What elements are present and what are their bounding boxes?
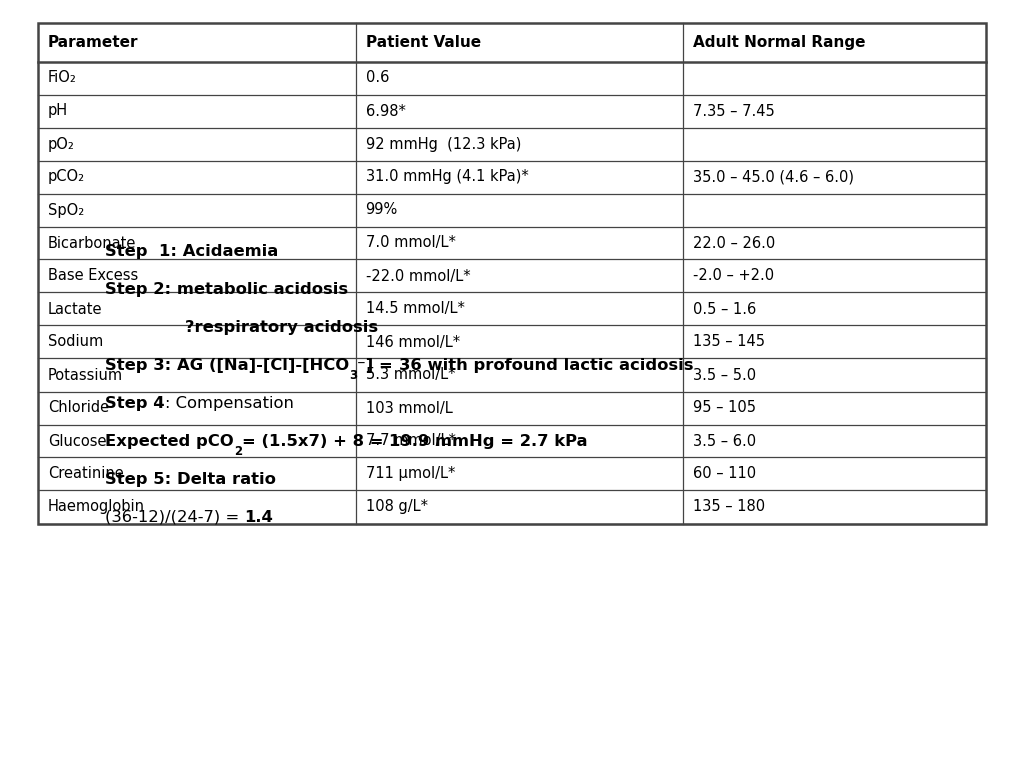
Text: : Compensation: : Compensation xyxy=(165,396,294,411)
Text: Potassium: Potassium xyxy=(48,368,123,382)
Text: Step 2: metabolic acidosis: Step 2: metabolic acidosis xyxy=(105,282,348,297)
Text: -2.0 – +2.0: -2.0 – +2.0 xyxy=(692,269,774,283)
Text: pH: pH xyxy=(48,104,69,118)
Text: 135 – 145: 135 – 145 xyxy=(692,335,765,349)
Text: Step  1: Acidaemia: Step 1: Acidaemia xyxy=(105,244,279,259)
Text: Patient Value: Patient Value xyxy=(366,35,480,50)
Text: 146 mmol/L*: 146 mmol/L* xyxy=(366,335,460,349)
Text: Base Excess: Base Excess xyxy=(48,269,138,283)
Bar xyxy=(38,23,986,524)
Text: 3.5 – 6.0: 3.5 – 6.0 xyxy=(692,433,756,449)
Text: 3.5 – 5.0: 3.5 – 5.0 xyxy=(692,368,756,382)
Text: Step 4: Step 4 xyxy=(105,396,165,411)
Text: Lactate: Lactate xyxy=(48,302,102,316)
Text: Adult Normal Range: Adult Normal Range xyxy=(692,35,865,50)
Text: 3: 3 xyxy=(349,369,357,382)
Text: 711 μmol/L*: 711 μmol/L* xyxy=(366,466,455,482)
Text: Haemoglobin: Haemoglobin xyxy=(48,499,145,515)
Text: Glucose: Glucose xyxy=(48,433,106,449)
Text: 14.5 mmol/L*: 14.5 mmol/L* xyxy=(366,302,465,316)
Text: 7.0 mmol/L*: 7.0 mmol/L* xyxy=(366,236,456,250)
Text: SpO₂: SpO₂ xyxy=(48,203,84,217)
Text: Creatinine: Creatinine xyxy=(48,466,124,482)
Text: 5.3 mmol/L*: 5.3 mmol/L* xyxy=(366,368,455,382)
Text: Parameter: Parameter xyxy=(48,35,138,50)
Text: = (1.5x7) + 8 =: = (1.5x7) + 8 = xyxy=(242,434,389,449)
Text: Step 5: Delta ratio: Step 5: Delta ratio xyxy=(105,472,275,487)
Text: 35.0 – 45.0 (4.6 – 6.0): 35.0 – 45.0 (4.6 – 6.0) xyxy=(692,170,854,184)
Text: 6.98*: 6.98* xyxy=(366,104,406,118)
Text: Sodium: Sodium xyxy=(48,335,103,349)
Text: pCO₂: pCO₂ xyxy=(48,170,85,184)
Text: 2: 2 xyxy=(233,445,242,458)
Text: Expected pCO: Expected pCO xyxy=(105,434,233,449)
Text: 0.6: 0.6 xyxy=(366,71,389,85)
Text: 99%: 99% xyxy=(366,203,398,217)
Text: Chloride: Chloride xyxy=(48,400,110,415)
Text: 36 with profound lactic acidosis: 36 with profound lactic acidosis xyxy=(399,358,693,373)
Text: 108 g/L*: 108 g/L* xyxy=(366,499,428,515)
Text: 60 – 110: 60 – 110 xyxy=(692,466,756,482)
Text: 0.5 – 1.6: 0.5 – 1.6 xyxy=(692,302,756,316)
Text: 7.35 – 7.45: 7.35 – 7.45 xyxy=(692,104,774,118)
Text: (36-12)/(24-7) =: (36-12)/(24-7) = xyxy=(105,510,245,525)
Text: 95 – 105: 95 – 105 xyxy=(692,400,756,415)
Text: 31.0 mmHg (4.1 kPa)*: 31.0 mmHg (4.1 kPa)* xyxy=(366,170,528,184)
Text: ?respiratory acidosis: ?respiratory acidosis xyxy=(185,320,378,335)
Text: -22.0 mmol/L*: -22.0 mmol/L* xyxy=(366,269,470,283)
Text: FiO₂: FiO₂ xyxy=(48,71,77,85)
Text: 22.0 – 26.0: 22.0 – 26.0 xyxy=(692,236,775,250)
Text: Step 3: AG ([Na]-[Cl]-[HCO: Step 3: AG ([Na]-[Cl]-[HCO xyxy=(105,358,349,373)
Text: 92 mmHg  (12.3 kPa): 92 mmHg (12.3 kPa) xyxy=(366,137,521,151)
Text: pO₂: pO₂ xyxy=(48,137,75,151)
Text: 135 – 180: 135 – 180 xyxy=(692,499,765,515)
Text: 1.4: 1.4 xyxy=(245,510,273,525)
Text: Bicarbonate: Bicarbonate xyxy=(48,236,136,250)
Text: 19.9 mmHg = 2.7 kPa: 19.9 mmHg = 2.7 kPa xyxy=(389,434,588,449)
Text: ⁻] =: ⁻] = xyxy=(357,358,399,373)
Text: 7.7 mmol/L*: 7.7 mmol/L* xyxy=(366,433,456,449)
Text: 103 mmol/L: 103 mmol/L xyxy=(366,400,453,415)
